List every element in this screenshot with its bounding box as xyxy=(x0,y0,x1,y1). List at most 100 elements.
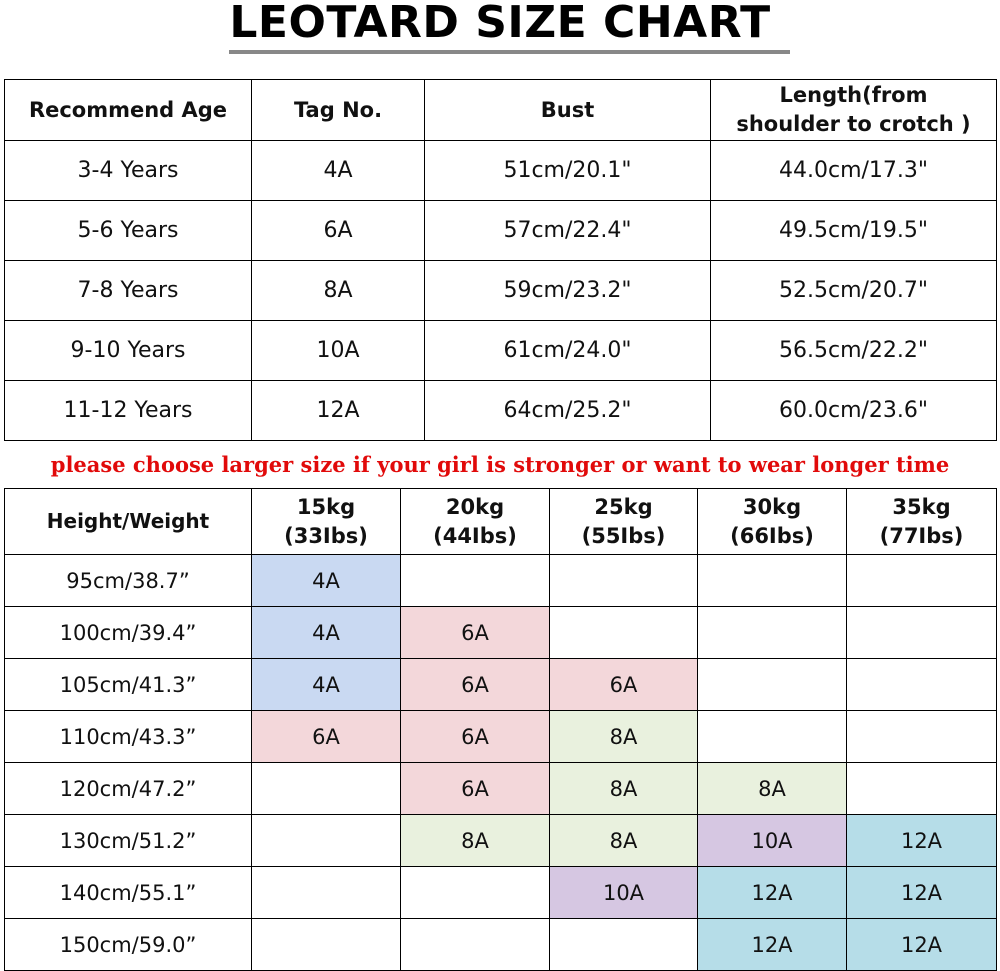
cell-size xyxy=(697,554,847,607)
size-table: Recommend Age Tag No. Bust Length(from s… xyxy=(4,79,997,441)
cell-size xyxy=(846,606,997,659)
header-bust: Bust xyxy=(424,79,711,141)
weight-table-header-row: Height/Weight 15kg (33Ibs) 20kg (44Ibs) 25kg… xyxy=(4,488,997,555)
size-table-row: 7-8 Years 8A 59cm/23.2" 52.5cm/20.7" xyxy=(4,260,997,321)
weight-kg-label: 35kg xyxy=(892,494,951,519)
cell-size: 8A xyxy=(549,710,698,763)
cell-size xyxy=(400,554,550,607)
cell-size: 6A xyxy=(400,710,550,763)
cell-size xyxy=(697,710,847,763)
cell-age: 7-8 Years xyxy=(4,260,252,321)
size-table-row: 11-12 Years 12A 64cm/25.2" 60.0cm/23.6" xyxy=(4,380,997,441)
cell-length: 60.0cm/23.6" xyxy=(710,380,997,441)
cell-size: 6A xyxy=(251,710,401,763)
cell-size: 12A xyxy=(846,814,997,867)
cell-length: 44.0cm/17.3" xyxy=(710,140,997,201)
cell-size: 8A xyxy=(400,814,550,867)
cell-size xyxy=(251,918,401,971)
size-table-row: 3-4 Years 4A 51cm/20.1" 44.0cm/17.3" xyxy=(4,140,997,201)
cell-size xyxy=(549,606,698,659)
cell-size: 8A xyxy=(549,814,698,867)
cell-size xyxy=(549,554,698,607)
header-tag-no: Tag No. xyxy=(251,79,425,141)
cell-size: 10A xyxy=(549,866,698,919)
page-title: LEOTARD SIZE CHART xyxy=(229,0,771,48)
height-weight-row: 140cm/55.1” 10A 12A 12A xyxy=(4,866,997,919)
cell-tag: 8A xyxy=(251,260,425,321)
cell-tag: 12A xyxy=(251,380,425,441)
cell-size: 10A xyxy=(697,814,847,867)
cell-size: 12A xyxy=(697,866,847,919)
cell-tag: 10A xyxy=(251,320,425,381)
cell-bust: 51cm/20.1" xyxy=(424,140,711,201)
cell-size xyxy=(846,762,997,815)
cell-size: 12A xyxy=(697,918,847,971)
cell-size xyxy=(846,710,997,763)
cell-height: 100cm/39.4” xyxy=(4,606,252,659)
size-table-row: 9-10 Years 10A 61cm/24.0" 56.5cm/22.2" xyxy=(4,320,997,381)
height-weight-row: 120cm/47.2” 6A 8A 8A xyxy=(4,762,997,815)
height-weight-row: 130cm/51.2” 8A 8A 10A 12A xyxy=(4,814,997,867)
cell-size: 8A xyxy=(549,762,698,815)
header-recommend-age: Recommend Age xyxy=(4,79,252,141)
cell-size: 6A xyxy=(400,762,550,815)
header-weight: 15kg (33Ibs) xyxy=(251,488,401,555)
height-weight-table: Height/Weight 15kg (33Ibs) 20kg (44Ibs) 25kg… xyxy=(4,488,997,971)
cell-size xyxy=(846,658,997,711)
weight-lbs-label: (33Ibs) xyxy=(284,523,368,548)
header-weight: 20kg (44Ibs) xyxy=(400,488,550,555)
cell-size xyxy=(697,658,847,711)
weight-lbs-label: (66Ibs) xyxy=(730,523,814,548)
header-length: Length(from shoulder to crotch ) xyxy=(710,79,997,141)
weight-kg-label: 30kg xyxy=(742,494,802,519)
size-table-row: 5-6 Years 6A 57cm/22.4" 49.5cm/19.5" xyxy=(4,200,997,261)
cell-size: 6A xyxy=(400,658,550,711)
size-notice: please choose larger size if your girl i… xyxy=(50,452,950,477)
cell-size xyxy=(251,814,401,867)
cell-height: 120cm/47.2” xyxy=(4,762,252,815)
weight-kg-label: 25kg xyxy=(594,494,653,519)
cell-size: 12A xyxy=(846,918,997,971)
header-weight: 25kg (55Ibs) xyxy=(549,488,698,555)
cell-age: 5-6 Years xyxy=(4,200,252,261)
cell-size xyxy=(400,866,550,919)
size-table-header-row: Recommend Age Tag No. Bust Length(from s… xyxy=(4,79,997,141)
cell-length: 49.5cm/19.5" xyxy=(710,200,997,261)
cell-height: 95cm/38.7” xyxy=(4,554,252,607)
cell-size: 6A xyxy=(549,658,698,711)
cell-size: 8A xyxy=(697,762,847,815)
cell-bust: 64cm/25.2" xyxy=(424,380,711,441)
cell-size: 4A xyxy=(251,606,401,659)
cell-size xyxy=(251,866,401,919)
height-weight-row: 150cm/59.0” 12A 12A xyxy=(4,918,997,971)
cell-bust: 61cm/24.0" xyxy=(424,320,711,381)
cell-height: 130cm/51.2” xyxy=(4,814,252,867)
cell-size: 6A xyxy=(400,606,550,659)
header-height-weight: Height/Weight xyxy=(4,488,252,555)
cell-age: 9-10 Years xyxy=(4,320,252,381)
cell-age: 3-4 Years xyxy=(4,140,252,201)
height-weight-row: 95cm/38.7” 4A xyxy=(4,554,997,607)
cell-height: 110cm/43.3” xyxy=(4,710,252,763)
cell-bust: 57cm/22.4" xyxy=(424,200,711,261)
cell-size: 12A xyxy=(846,866,997,919)
cell-length: 56.5cm/22.2" xyxy=(710,320,997,381)
header-weight: 30kg (66Ibs) xyxy=(697,488,847,555)
cell-size xyxy=(549,918,698,971)
weight-lbs-label: (55Ibs) xyxy=(581,523,666,548)
cell-size xyxy=(697,606,847,659)
cell-size: 4A xyxy=(251,658,401,711)
cell-size: 4A xyxy=(251,554,401,607)
weight-kg-label: 15kg xyxy=(296,494,356,519)
weight-lbs-label: (44Ibs) xyxy=(433,523,517,548)
cell-tag: 6A xyxy=(251,200,425,261)
height-weight-row: 105cm/41.3” 4A 6A 6A xyxy=(4,658,997,711)
cell-bust: 59cm/23.2" xyxy=(424,260,711,321)
cell-length: 52.5cm/20.7" xyxy=(710,260,997,321)
height-weight-row: 100cm/39.4” 4A 6A xyxy=(4,606,997,659)
cell-tag: 4A xyxy=(251,140,425,201)
cell-size xyxy=(400,918,550,971)
title-underline xyxy=(229,50,790,54)
cell-height: 150cm/59.0” xyxy=(4,918,252,971)
header-weight: 35kg (77Ibs) xyxy=(846,488,997,555)
